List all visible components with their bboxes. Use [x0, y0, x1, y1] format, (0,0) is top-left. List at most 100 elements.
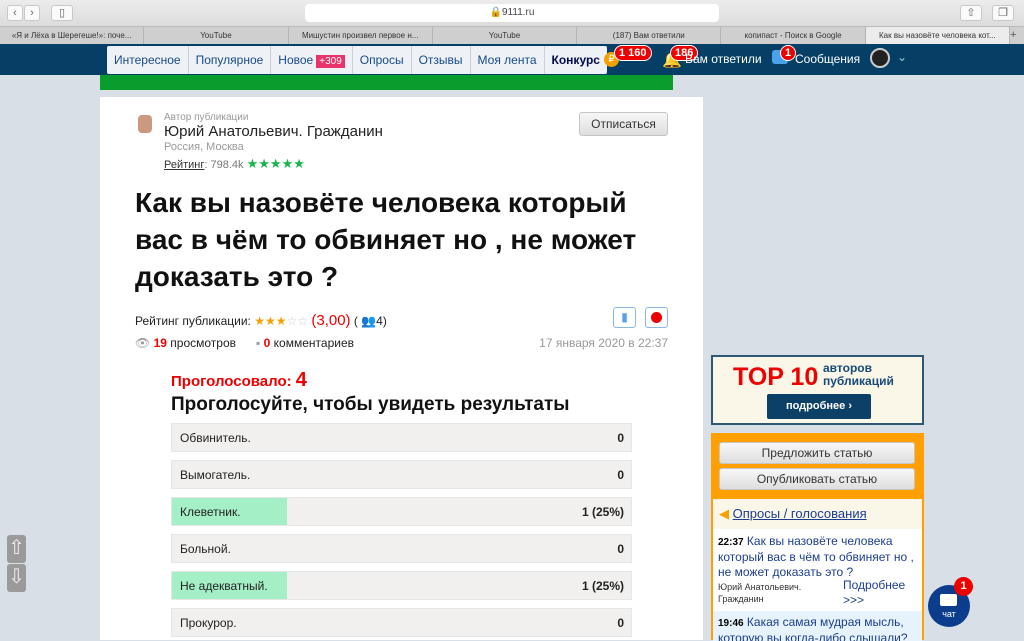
- top10-sub2: публикаций: [823, 374, 894, 388]
- answers-badge: 186: [670, 45, 699, 61]
- scroll-up-button[interactable]: ⇧: [7, 535, 26, 563]
- menu-item-interesting[interactable]: Интересное: [107, 46, 189, 74]
- tab[interactable]: YouTube: [144, 27, 289, 44]
- chevron-down-icon[interactable]: ⌄: [897, 50, 908, 64]
- block-icon[interactable]: [645, 307, 668, 328]
- new-count-badge: +309: [316, 55, 345, 68]
- post-rating: Рейтинг публикации: ★★★☆☆ (3,00) ( 👥4): [135, 312, 387, 329]
- polls-title-link[interactable]: Опросы / голосования: [732, 506, 867, 521]
- author-caption: Автор публикации: [164, 112, 249, 123]
- new-tab-button[interactable]: +: [1009, 29, 1017, 41]
- author-rating: Рейтинг: 798.4k ★★★★★: [164, 156, 305, 171]
- voted-label: Проголосовало:: [171, 373, 292, 390]
- bookmark-icon[interactable]: ▮: [613, 307, 636, 328]
- post-rating-stars[interactable]: ★★★☆☆: [254, 314, 309, 328]
- item-title-link[interactable]: Какая самая мудрая мысль, которую вы ког…: [718, 615, 908, 641]
- share-icon[interactable]: ⇧: [960, 5, 982, 21]
- menu-item-feed[interactable]: Моя лента: [471, 46, 545, 74]
- tabs-overview-icon[interactable]: ❐: [992, 5, 1014, 21]
- poll-option-value: 1 (25%): [581, 505, 624, 519]
- main-menu: Интересное Популярное Новое +309 Опросы О…: [107, 46, 607, 74]
- poll-option-label: Клеветник.: [180, 505, 241, 519]
- poll-option-value: 0: [617, 616, 624, 630]
- poll-option-value: 0: [617, 468, 624, 482]
- item-time: 22:37: [718, 537, 744, 548]
- voters-count: 4: [376, 314, 383, 328]
- poll-option[interactable]: Вымогатель. 0: [171, 460, 632, 489]
- messages-badge: 1: [780, 45, 797, 61]
- poll-option-value: 0: [617, 431, 624, 445]
- post-stats: 👁 19 просмотров ▪ 0 комментариев: [135, 336, 354, 350]
- post-rating-label: Рейтинг публикации:: [135, 314, 251, 328]
- forward-button[interactable]: ›: [24, 5, 40, 21]
- poll-option[interactable]: Прокурор. 0: [171, 608, 632, 637]
- menu-item-contest[interactable]: Конкурс: [545, 46, 607, 74]
- poll-bar-fill: [172, 498, 287, 525]
- coins-badge[interactable]: 1 160: [614, 45, 652, 61]
- url-text: 9111.ru: [502, 7, 535, 18]
- author-location: Россия, Москва: [164, 141, 244, 153]
- rating-label[interactable]: Рейтинг: [164, 159, 205, 171]
- tab[interactable]: YouTube: [433, 27, 578, 44]
- author-avatar[interactable]: [138, 115, 152, 133]
- sidebar-icon[interactable]: ▯: [51, 5, 73, 21]
- item-more-link[interactable]: Подробнее >>>: [843, 578, 906, 607]
- post-date: 17 января 2020 в 22:37: [539, 336, 668, 350]
- post-rating-value: (3,00): [311, 312, 351, 329]
- eye-icon: 👁: [135, 336, 151, 350]
- comments-label[interactable]: комментариев: [273, 336, 354, 350]
- tab-active[interactable]: Как вы назовёте человека кот...: [865, 27, 1010, 44]
- megaphone-icon: ◀: [719, 506, 729, 521]
- poll-option-label: Не адекватный.: [180, 579, 268, 593]
- answers-link[interactable]: Вам ответили: [685, 52, 762, 66]
- menu-item-new[interactable]: Новое +309: [271, 46, 353, 74]
- back-button[interactable]: ‹: [7, 5, 23, 21]
- top10-sub1: авторов: [823, 361, 872, 375]
- browser-toolbar: ‹ › ▯ 🔒9111.ru ⇧ ❐: [0, 0, 1024, 26]
- poll-option-label: Прокурор.: [180, 616, 237, 630]
- tab[interactable]: Мишустин произвел первое н...: [289, 27, 433, 44]
- tab[interactable]: копипаст - Поиск в Google: [721, 27, 866, 44]
- comment-icon: ▪: [256, 336, 261, 350]
- chat-button[interactable]: чат: [928, 585, 970, 627]
- poll-option-label: Обвинитель.: [180, 431, 251, 445]
- users-icon: 👥: [361, 314, 377, 328]
- menu-item-polls[interactable]: Опросы: [353, 46, 412, 74]
- item-author[interactable]: Юрий Анатольевич. Гражданин: [718, 582, 802, 604]
- top10-banner[interactable]: TOP 10 авторов публикаций подробнее ›: [711, 355, 924, 425]
- poll-prompt: Проголосуйте, чтобы увидеть результаты: [171, 394, 570, 415]
- voted-count: Проголосовало: 4: [171, 369, 307, 392]
- poll-option-value: 1 (25%): [581, 579, 624, 593]
- voted-value: 4: [295, 369, 307, 391]
- messages-link[interactable]: Сообщения: [795, 52, 861, 66]
- comments-count[interactable]: 0: [263, 336, 271, 350]
- scroll-down-button[interactable]: ⇩: [7, 564, 26, 592]
- polls-header: ◀ Опросы / голосования: [713, 499, 922, 529]
- avatar[interactable]: [870, 48, 890, 68]
- author-name[interactable]: Юрий Анатольевич. Гражданин: [164, 123, 383, 140]
- tab[interactable]: (187) Вам ответили: [577, 27, 722, 44]
- address-bar[interactable]: 🔒9111.ru: [305, 4, 719, 22]
- top10-more-button[interactable]: подробнее ›: [767, 394, 871, 419]
- poll-list-item: 22:37 Как вы назовёте человека который в…: [713, 529, 922, 611]
- views-label: просмотров: [170, 336, 237, 350]
- chat-label: чат: [942, 609, 956, 619]
- poll-option-label: Вымогатель.: [180, 468, 251, 482]
- rating-value: 798.4k: [210, 159, 244, 171]
- poll-option[interactable]: Клеветник. 1 (25%): [171, 497, 632, 526]
- tab[interactable]: «Я и Лёха в Шерегеше!»: поче...: [0, 27, 145, 44]
- menu-item-popular[interactable]: Популярное: [189, 46, 272, 74]
- rating-stars: ★★★★★: [246, 156, 305, 171]
- poll-option[interactable]: Не адекватный. 1 (25%): [171, 571, 632, 600]
- poll-option[interactable]: Обвинитель. 0: [171, 423, 632, 452]
- publish-article-button[interactable]: Опубликовать статью: [719, 468, 915, 490]
- tab-bar: «Я и Лёха в Шерегеше!»: поче... YouTube …: [0, 26, 1024, 44]
- unsubscribe-button[interactable]: Отписаться: [579, 112, 668, 136]
- views-count: 19: [153, 336, 167, 350]
- item-title-link[interactable]: Как вы назовёте человека который вас в ч…: [718, 534, 914, 579]
- top10-title: TOP 10: [733, 363, 819, 391]
- suggest-article-button[interactable]: Предложить статью: [719, 442, 915, 464]
- more-label: подробнее: [785, 400, 846, 412]
- menu-item-reviews[interactable]: Отзывы: [412, 46, 471, 74]
- poll-option[interactable]: Больной. 0: [171, 534, 632, 563]
